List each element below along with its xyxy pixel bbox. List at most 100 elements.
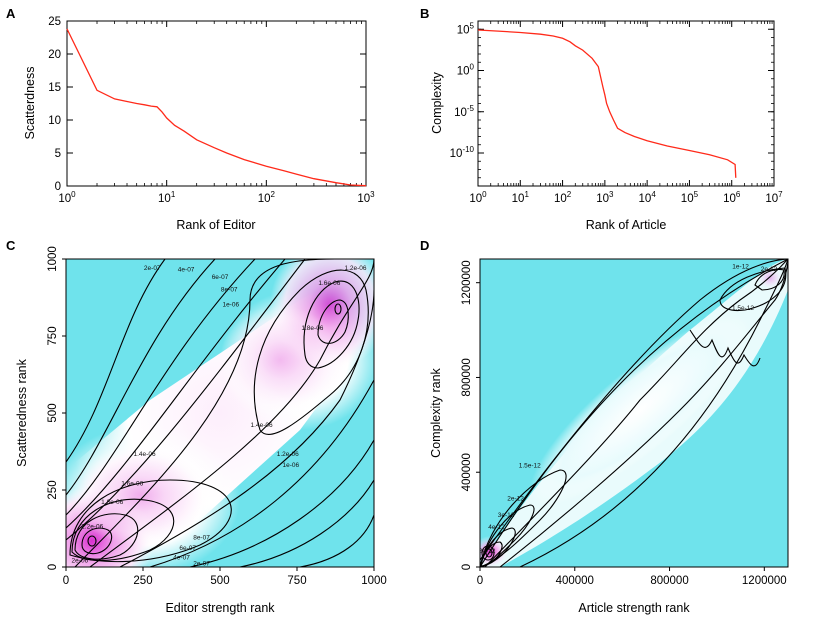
panel-c-ytick-label: 250	[47, 480, 59, 499]
panel-b-ytick-label: 105	[457, 21, 475, 36]
panel-b-letter: B	[420, 6, 429, 21]
panel-c-contour-label: 1.2e-06	[344, 265, 366, 272]
panel-c-ytick-label: 500	[47, 403, 59, 422]
panel-d-frame	[479, 258, 789, 568]
contour-line	[299, 514, 374, 567]
contour-line	[74, 513, 139, 560]
panel-c-contour-label: 8e-07	[221, 286, 238, 293]
panel-d-contour-label: 3e-12	[498, 512, 515, 519]
panel-a-ytick-label: 15	[48, 82, 61, 94]
panel-c-xtick-label: 1000	[361, 575, 387, 587]
panel-a-xtick-label: 101	[158, 190, 176, 205]
panel-c-contour-label: 2e-07	[144, 265, 161, 272]
panel-a-ytick-label: 25	[48, 16, 61, 28]
contour-line	[149, 379, 374, 567]
panel-b-xtick-label: 104	[639, 190, 657, 205]
contour-line	[66, 259, 256, 516]
panel-d-contour-label: 1.5e-12	[732, 305, 754, 312]
panel-c-contour-label: 1e-06	[283, 462, 300, 469]
panel-b-plot-area: 100 101 102 103 104 105 106 107 105 100 10-5 10-10	[450, 20, 783, 205]
panel-a-plot-area: 100 101 102 103 0 5 10 15 20 25	[48, 16, 375, 205]
panel-a-xtick-label: 100	[58, 190, 76, 205]
panel-a-xtick-label: 103	[357, 190, 375, 205]
panel-c-contour-label: 1.8e-06	[101, 499, 123, 506]
panel-c-contours	[66, 259, 374, 567]
panel-c-contour-labels: 2e-07 4e-07 6e-07 8e-07 1e-06 1.2e-06 1.6e-06 1…	[72, 265, 367, 567]
panel-b-xtick-label: 107	[765, 190, 783, 205]
contour-line	[87, 535, 97, 547]
panel-c-xlabel: Editor strength rank	[165, 601, 275, 615]
panel-d-heat-ridge	[529, 314, 751, 506]
panel-a-ytick-label: 0	[55, 181, 61, 193]
panel-d-xlabel: Article strength rank	[578, 601, 690, 615]
panel-a-letter: A	[6, 6, 16, 21]
panel-c-ytick-label: 750	[47, 326, 59, 345]
panel-d-contour-label: 8e-12	[479, 548, 496, 555]
panel-d-contour-label: 2e-12	[761, 266, 778, 273]
panel-c-ytick-label: 1000	[47, 246, 59, 272]
panel-c-contour-label: 1.6e-06	[318, 280, 340, 287]
contour-line	[303, 280, 360, 369]
contour-line	[71, 498, 175, 561]
panel-d-ytick-label: 400000	[461, 453, 473, 491]
panel-c-ylabel: Scatteredness rank	[15, 358, 29, 466]
panel-a-xtick-label: 102	[258, 190, 276, 205]
panel-d-xtick-label: 800000	[650, 575, 688, 587]
contour-line	[66, 259, 306, 541]
panel-a-ylabel: Scatterdness	[23, 67, 37, 140]
panel-c-contour-label: 4e-07	[178, 266, 195, 273]
panel-c-contour-label: 1.4e-06	[134, 451, 156, 458]
panel-c-heat-shoulder	[70, 445, 210, 545]
panel-a-frame	[66, 20, 367, 187]
panel-d-xtick-label: 400000	[556, 575, 594, 587]
panel-b-ylabel: Complexity	[430, 71, 444, 134]
panel-c: C	[6, 238, 387, 615]
panel-d-contours	[480, 259, 788, 567]
contour-line	[485, 548, 493, 558]
panel-d-xtick-label: 0	[477, 575, 483, 587]
panel-d: D 1e-12 2e-121.	[420, 238, 789, 615]
panel-b-xtick-label: 102	[554, 190, 572, 205]
panel-a-xlabel: Rank of Editor	[176, 218, 255, 232]
panel-b-xtick-label: 105	[681, 190, 699, 205]
panel-d-contour-labels: 1e-12 2e-12 1.5e-12 1.5e-12 2e-12 3e-12 4e-12 8…	[479, 263, 778, 555]
panel-d-letter: D	[420, 238, 429, 253]
panel-c-contour-label: 2e-06	[72, 557, 89, 564]
panel-d-axes: 0 400000 800000 1200000 0 400000 800000 1200000	[461, 260, 787, 587]
panel-b-ytick-label: 100	[457, 63, 475, 78]
panel-c-contour-label: 1.8e-06	[301, 325, 323, 332]
panel-c-contour-label: 8e-07	[193, 534, 210, 541]
panel-b-xtick-label: 103	[596, 190, 614, 205]
panel-d-ytick-label: 0	[461, 564, 473, 570]
panel-c-heatmap: 2e-07 4e-07 6e-07 8e-07 1e-06 1.2e-06 1.6e-06 1…	[66, 259, 374, 567]
panel-c-contour-label: 6e-07	[179, 545, 196, 552]
panel-d-contour-label: 1e-12	[732, 263, 749, 270]
panel-b-series-line	[477, 29, 737, 178]
contour-line	[66, 259, 216, 496]
panel-b-xtick-label: 106	[723, 190, 741, 205]
contour-line	[481, 545, 495, 561]
contour-line	[74, 259, 336, 567]
contour-line	[89, 259, 374, 567]
panel-a-series-line	[66, 28, 367, 187]
contour-line	[480, 259, 788, 567]
panel-b-ytick-label: 10-5	[454, 104, 474, 119]
panel-c-contour-label: 6e-07	[212, 274, 229, 281]
contour-line	[484, 259, 788, 567]
contour-line	[69, 479, 232, 563]
panel-b-xtick-label: 101	[512, 190, 530, 205]
contour-line	[119, 289, 374, 567]
contour-line	[719, 267, 787, 312]
panel-d-contour-label: 1.5e-12	[519, 462, 541, 469]
panel-b-xtick-label: 100	[469, 190, 487, 205]
contour-line	[480, 259, 788, 561]
panel-b: B 100 101 102 103 104 105 106 107 105 100 10-5 10-1…	[420, 6, 783, 232]
panel-c-xtick-label: 750	[287, 575, 306, 587]
contour-line	[689, 329, 761, 367]
contour-line	[317, 299, 349, 344]
contour-line	[754, 268, 785, 291]
panel-c-letter: C	[6, 238, 16, 253]
panel-c-ytick-label: 0	[47, 564, 59, 570]
